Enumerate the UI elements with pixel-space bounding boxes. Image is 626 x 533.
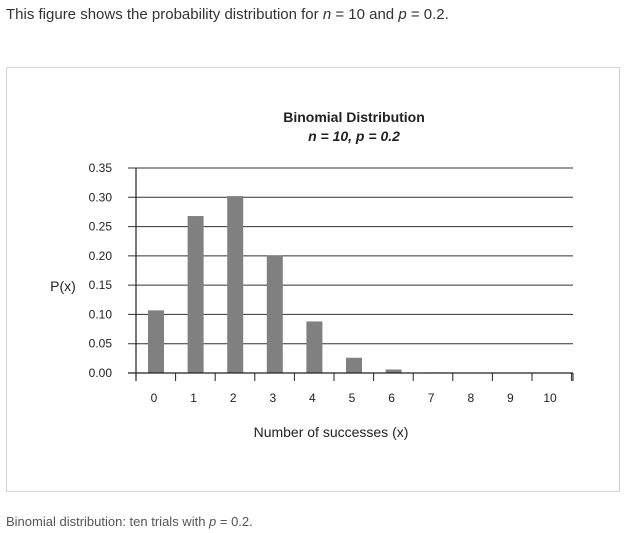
caption-before: Binomial distribution: ten trials with (6, 514, 210, 529)
bar (306, 321, 323, 373)
y-tick-label: 0.20 (89, 249, 113, 263)
binomial-chart: Binomial Distribution n = 10, p = 0.2 0.… (50, 109, 574, 440)
bar (187, 216, 204, 373)
y-tick-label: 0.35 (89, 161, 113, 175)
bar (266, 255, 283, 373)
intro-before: This figure shows the probability distri… (6, 6, 323, 23)
intro-n-eq: = 10 and (331, 6, 399, 23)
x-tick-label: 9 (507, 391, 514, 405)
bar (385, 369, 402, 373)
x-tick-label: 7 (428, 391, 435, 405)
y-tick-label: 0.30 (89, 190, 113, 204)
x-tick-label: 10 (543, 391, 557, 405)
chart-title: Binomial Distribution (283, 109, 425, 125)
bar (346, 357, 362, 373)
y-tick-label: 0.10 (89, 307, 113, 321)
bars (148, 196, 481, 373)
y-tick-label: 0.00 (89, 366, 113, 380)
x-tick-label: 5 (349, 391, 356, 405)
intro-p-var: p (398, 6, 407, 23)
axes (128, 168, 574, 381)
intro-n-var: n (322, 6, 332, 23)
x-tick-label: 3 (269, 391, 276, 405)
y-tick-labels: 0.00 0.05 0.10 0.15 0.20 0.25 0.30 0.35 (89, 161, 113, 380)
x-tick-label: 6 (388, 391, 395, 405)
caption-p-eq: = 0.2. (216, 514, 253, 529)
y-tick-label: 0.25 (89, 220, 113, 234)
x-axis-label: Number of successes (x) (254, 424, 409, 440)
x-tick-label: 4 (309, 391, 316, 405)
figure-caption: Binomial distribution: ten trials with p… (6, 514, 253, 529)
figure-box (6, 67, 620, 492)
chart-subtitle: n = 10, p = 0.2 (308, 128, 400, 144)
bar (148, 310, 164, 373)
caption-p-var: p (209, 514, 217, 529)
intro-text: This figure shows the probability distri… (6, 6, 449, 23)
x-tick-label: 0 (151, 391, 158, 405)
x-tick-label: 8 (467, 391, 474, 405)
y-tick-label: 0.15 (89, 278, 113, 292)
bar (227, 196, 244, 373)
x-tick-label: 2 (230, 391, 237, 405)
x-tick-labels: 0 1 2 3 4 5 6 7 8 9 10 (151, 391, 557, 405)
x-tick-label: 1 (190, 391, 197, 405)
y-axis-label: P(x) (50, 278, 76, 294)
intro-p-eq: = 0.2. (406, 6, 449, 23)
y-tick-label: 0.05 (89, 337, 113, 351)
